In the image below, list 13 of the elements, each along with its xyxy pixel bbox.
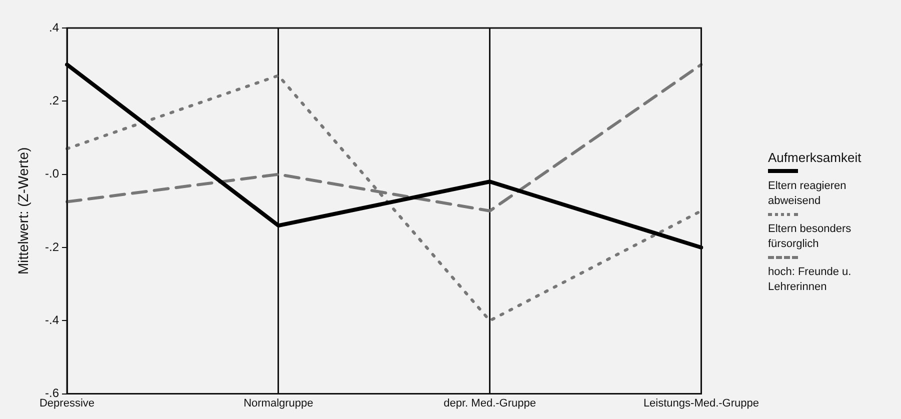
y-tick-label: -.4 xyxy=(44,312,60,327)
x-tick-label: depr. Med.-Gruppe xyxy=(444,397,536,410)
legend-label: hoch: Freunde u. Lehrerinnen xyxy=(768,265,852,295)
legend-label: Eltern besonders fürsorglich xyxy=(768,222,852,252)
x-tick-label: Normalgruppe xyxy=(244,397,314,410)
y-tick-label: -.2 xyxy=(44,240,60,254)
y-tick-label: -.0 xyxy=(44,166,60,181)
y-tick-label: .4 xyxy=(48,20,60,34)
x-tick-label: Leistungs-Med.-Gruppe xyxy=(643,397,759,410)
y-tick-label: .2 xyxy=(48,93,60,108)
legend-title: Aufmerksamkeit xyxy=(768,150,862,165)
legend-label: Eltern reagieren abweisend xyxy=(768,179,848,209)
y-axis-title: Mittelwert: (Z-Werte) xyxy=(14,147,31,275)
